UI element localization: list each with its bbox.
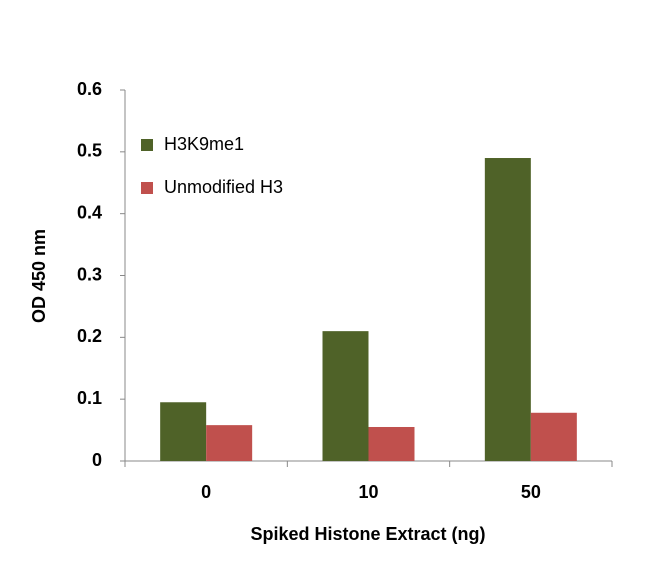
bar	[484, 158, 531, 461]
bar	[160, 402, 207, 461]
x-axis-title: Spiked Histone Extract (ng)	[250, 524, 485, 544]
y-tick-label: 0	[92, 450, 102, 470]
bar	[368, 426, 415, 461]
x-tick-label: 0	[201, 482, 211, 502]
y-axis-title: OD 450 nm	[29, 229, 49, 323]
y-tick-label: 0.4	[77, 202, 102, 222]
y-tick-label: 0.2	[77, 326, 102, 346]
y-tick-label: 0.3	[77, 264, 102, 284]
y-tick-label: 0.1	[77, 388, 102, 408]
legend-label: Unmodified H3	[164, 177, 283, 197]
legend-label: H3K9me1	[164, 134, 244, 154]
legend-swatch	[141, 139, 153, 151]
x-tick-label: 10	[358, 482, 378, 502]
y-tick-label: 0.5	[77, 141, 102, 161]
bar	[530, 412, 577, 461]
x-tick-label: 50	[521, 482, 541, 502]
legend-swatch	[141, 182, 153, 194]
bar	[206, 425, 253, 461]
y-tick-label: 0.6	[77, 79, 102, 99]
bar	[322, 331, 369, 461]
